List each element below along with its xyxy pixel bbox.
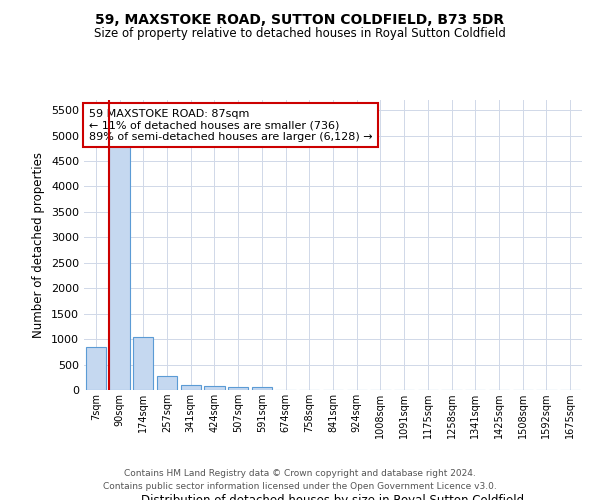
Text: 59, MAXSTOKE ROAD, SUTTON COLDFIELD, B73 5DR: 59, MAXSTOKE ROAD, SUTTON COLDFIELD, B73… bbox=[95, 12, 505, 26]
Text: Contains public sector information licensed under the Open Government Licence v3: Contains public sector information licen… bbox=[103, 482, 497, 491]
Bar bbox=[109, 110, 130, 390]
Bar bbox=[228, 388, 248, 390]
Bar bbox=[205, 386, 224, 390]
Bar bbox=[181, 386, 201, 390]
Bar bbox=[133, 336, 154, 390]
Bar bbox=[252, 388, 272, 390]
Text: 59 MAXSTOKE ROAD: 87sqm
← 11% of detached houses are smaller (736)
89% of semi-d: 59 MAXSTOKE ROAD: 87sqm ← 11% of detache… bbox=[89, 108, 373, 142]
X-axis label: Distribution of detached houses by size in Royal Sutton Coldfield: Distribution of detached houses by size … bbox=[142, 494, 524, 500]
Y-axis label: Number of detached properties: Number of detached properties bbox=[32, 152, 46, 338]
Bar bbox=[157, 376, 177, 390]
Bar bbox=[86, 347, 106, 390]
Text: Size of property relative to detached houses in Royal Sutton Coldfield: Size of property relative to detached ho… bbox=[94, 28, 506, 40]
Text: Contains HM Land Registry data © Crown copyright and database right 2024.: Contains HM Land Registry data © Crown c… bbox=[124, 468, 476, 477]
